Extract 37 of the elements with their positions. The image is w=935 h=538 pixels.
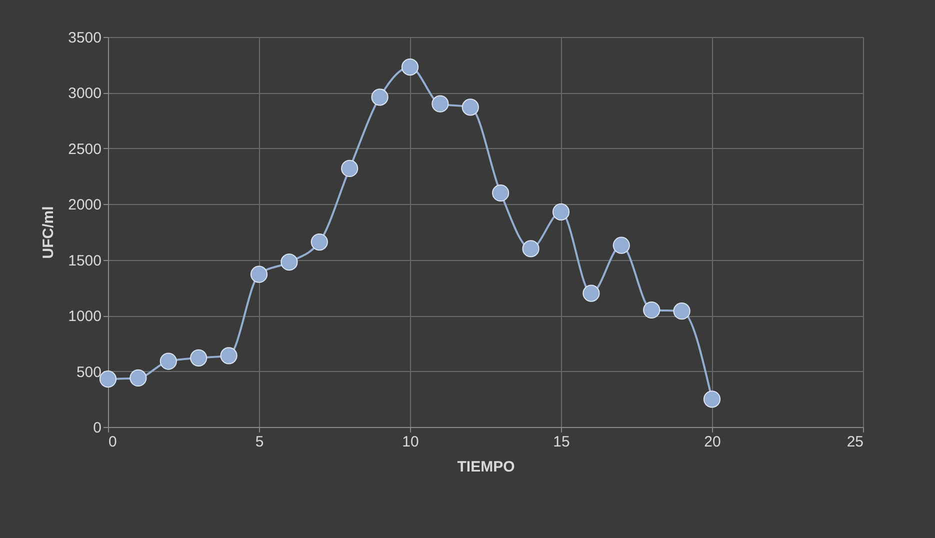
point (492, 184, 510, 202)
y-tick-label: 0 (93, 420, 102, 436)
y-tick-label: 2500 (68, 140, 102, 158)
point (371, 88, 388, 106)
point (612, 236, 630, 254)
point (673, 302, 690, 320)
point (130, 369, 147, 387)
point (190, 349, 208, 366)
x-tick-label: 25 (846, 434, 864, 450)
x-axis-title: TIEMPO (457, 458, 516, 476)
y-tick-label: 1000 (68, 308, 102, 326)
x-tick-label: 20 (704, 434, 721, 450)
point (582, 284, 600, 302)
point (552, 203, 570, 220)
point (280, 254, 298, 271)
y-tick-label: 1500 (68, 252, 102, 270)
y-tick-label: 3500 (68, 30, 102, 46)
point (432, 95, 449, 112)
point (462, 98, 479, 116)
x-tick-label: 0 (108, 434, 117, 450)
y-tick-label: 500 (76, 364, 102, 381)
point (160, 352, 177, 370)
x-tick-label: 10 (402, 434, 419, 450)
point (401, 58, 419, 76)
y-axis-title: UFC/ml (40, 206, 58, 259)
y-tick-label: 3000 (68, 85, 102, 102)
point (703, 390, 721, 408)
x-tick-label: 5 (255, 434, 264, 450)
x-tick-label: 15 (553, 434, 570, 450)
point (99, 370, 117, 388)
y-tick-label: 2000 (68, 196, 102, 214)
point (220, 347, 238, 364)
point (643, 301, 660, 319)
point (250, 266, 268, 283)
point (310, 233, 328, 251)
point (522, 240, 540, 258)
point (341, 160, 358, 178)
